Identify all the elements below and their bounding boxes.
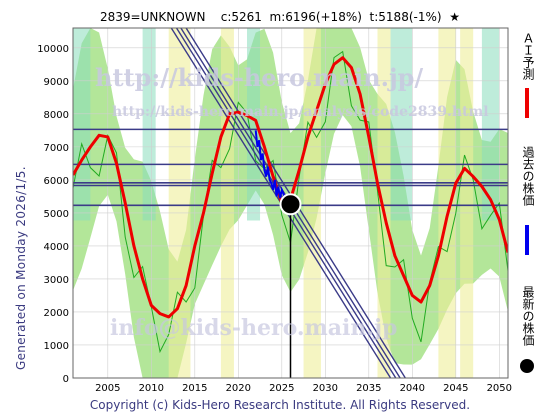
teal-band <box>142 28 156 221</box>
copyright-notice: Copyright (c) Kids-Hero Research Institu… <box>89 398 471 412</box>
x-tick-label: 2030 <box>313 383 338 394</box>
legend-forecast-label: ＡＩ予測 <box>521 32 535 80</box>
watermark-layer: http://kids-hero.main.jp/ http://kids-he… <box>95 63 489 341</box>
latest-price-marker <box>279 193 302 216</box>
y-tick-label: 4000 <box>44 242 69 253</box>
x-tick-label: 2005 <box>95 383 120 394</box>
plot-frame <box>72 27 509 379</box>
y-tick-label: 2000 <box>44 308 69 319</box>
yellow-band <box>303 28 321 378</box>
axis-layer: 0 1000 2000 3000 4000 5000 6000 7000 8000 9000 100… <box>37 27 512 394</box>
chart-title: 2839=UNKNOWN c:5261 m:6196(+18%) t:5188(… <box>100 10 460 24</box>
yellow-band <box>377 28 391 378</box>
x-tick-label: 2015 <box>182 383 207 394</box>
y-tick-label: 7000 <box>44 143 69 154</box>
teal-band <box>247 28 261 221</box>
y-tick-label: 9000 <box>44 77 69 88</box>
y-tick-label: 3000 <box>44 275 69 286</box>
watermark-top-url: http://kids-hero.main.jp/ <box>95 63 423 92</box>
y-tick-label: 6000 <box>44 176 69 187</box>
teal-band <box>390 28 413 221</box>
x-tick-label: 2020 <box>226 383 251 394</box>
legend <box>520 88 534 373</box>
horizontal-levels <box>73 128 508 207</box>
yellow-band <box>460 28 474 378</box>
y-tick-label: 8000 <box>44 110 69 121</box>
watermark-email: info@kids-hero.main.jp <box>110 315 397 341</box>
x-tick-label: 2050 <box>487 383 512 394</box>
yellow-band <box>438 28 456 378</box>
y-tick-label: 1000 <box>44 341 69 352</box>
generated-date-label: Generated on Monday 2026/1/5. <box>14 166 28 370</box>
y-tick-label: 5000 <box>44 209 69 220</box>
teal-band <box>73 28 91 221</box>
y-tick-label: 10000 <box>37 44 69 55</box>
x-tick-label: 2025 <box>269 383 294 394</box>
past-price-line <box>254 130 292 206</box>
x-tick-label: 2035 <box>356 383 381 394</box>
legend-latest-swatch <box>520 359 534 373</box>
watermark-mid-url: http://kids-hero.main.jp/analysis/code28… <box>112 104 489 120</box>
legend-latest-label: 最新の株価 <box>521 286 535 346</box>
y-tick-label: 0 <box>63 374 69 385</box>
x-tick-label: 2040 <box>400 383 425 394</box>
teal-band <box>481 28 500 221</box>
x-tick-label: 2045 <box>443 383 468 394</box>
x-tick-label: 2010 <box>139 383 164 394</box>
legend-past-label: 過去の株価 <box>521 146 535 206</box>
series-layer <box>73 56 508 378</box>
